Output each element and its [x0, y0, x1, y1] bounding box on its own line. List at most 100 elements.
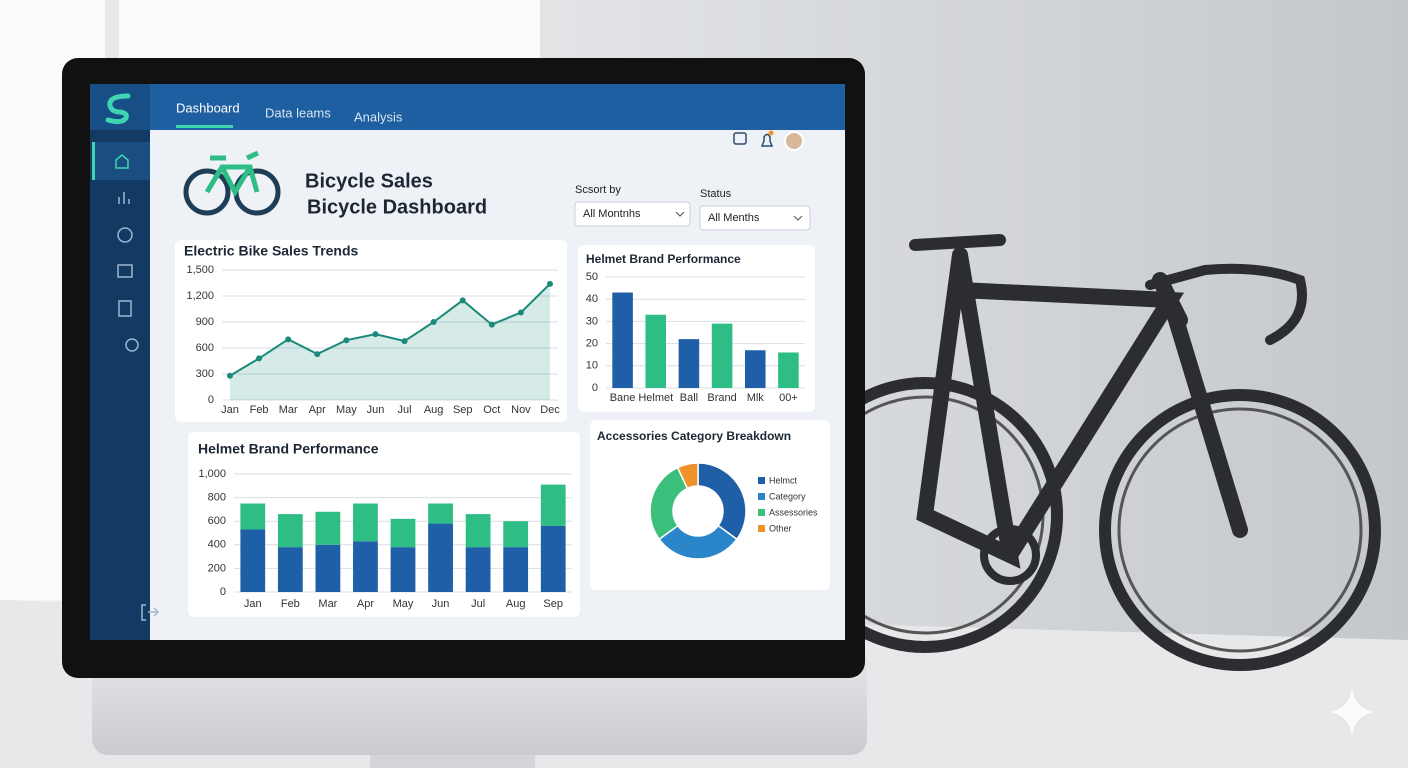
x-tick-label: Sep [543, 598, 563, 610]
legend-label: Category [769, 491, 806, 501]
dashboard-subtitle: Bicycle Dashboard [307, 196, 487, 218]
x-tick-label: Jan [244, 598, 262, 610]
bar-segment [428, 503, 453, 524]
chart-title: Helmet Brand Performance [198, 441, 379, 457]
nav-tab[interactable]: Analysis [354, 109, 403, 124]
bar-segment [503, 547, 529, 592]
chart-title: Electric Bike Sales Trends [184, 243, 359, 259]
x-tick-label: 00+ [779, 392, 798, 404]
card [175, 240, 567, 422]
dropdown-arrow [675, 211, 685, 217]
x-tick-label: Feb [281, 598, 300, 610]
bar-segment [428, 523, 453, 592]
x-tick-label: May [393, 598, 414, 610]
bar-segment [353, 503, 378, 542]
point [517, 309, 524, 316]
filter-label: Status [700, 188, 732, 200]
logout-icon[interactable] [141, 604, 160, 621]
pie-icon[interactable] [117, 227, 133, 243]
point [227, 372, 233, 379]
y-tick-label: 10 [586, 360, 598, 372]
y-tick-label: 600 [196, 342, 214, 354]
x-tick-label: Helmet [638, 392, 673, 404]
y-tick-label: 40 [586, 293, 598, 305]
y-tick-label: 800 [208, 492, 226, 504]
bar-segment [277, 514, 303, 548]
x-tick-label: Jun [367, 404, 385, 416]
avatar[interactable] [784, 131, 804, 151]
donut-slice [697, 462, 747, 541]
calendar-icon[interactable] [117, 264, 133, 278]
donut-slice [676, 462, 699, 490]
point [343, 337, 350, 344]
bar-segment [315, 511, 341, 545]
filter-value: All Menths [708, 212, 760, 224]
home-icon[interactable] [115, 154, 129, 169]
x-tick-label: Sep [453, 404, 473, 416]
top-bar [90, 84, 845, 130]
y-tick-label: 1,200 [186, 290, 214, 302]
x-tick-label: Mar [318, 598, 337, 610]
x-tick-label: Mlk [747, 392, 765, 404]
settings-icon[interactable] [125, 338, 139, 352]
notification-dot [768, 130, 774, 136]
filter-dropdown[interactable] [699, 205, 811, 231]
x-tick-label: Dec [540, 404, 560, 416]
y-tick-label: 30 [586, 315, 598, 327]
y-tick-label: 300 [196, 368, 214, 380]
x-tick-label: Nov [511, 404, 531, 416]
y-tick-label: 50 [586, 271, 598, 283]
active-nav [92, 142, 150, 180]
area [230, 283, 550, 400]
sparkle [1330, 688, 1374, 736]
x-tick-label: Feb [250, 404, 269, 416]
bell-icon[interactable] [760, 133, 774, 147]
legend-label: Other [769, 523, 792, 533]
bar [711, 323, 733, 388]
point [256, 355, 263, 362]
bar-segment [353, 541, 378, 592]
bar-segment [240, 529, 266, 592]
bar-segment [240, 503, 266, 530]
nav-tab[interactable]: Dashboard [176, 100, 240, 115]
y-tick-label: 900 [196, 316, 214, 328]
bar-segment [540, 525, 566, 592]
active-tab-indicator [176, 125, 233, 128]
filter-label: Scsort by [575, 184, 621, 196]
y-tick-label: 600 [208, 515, 226, 527]
card [590, 420, 830, 590]
filter-value: All Montnhs [583, 208, 641, 220]
bar [612, 292, 633, 388]
y-tick-label: 1,500 [186, 264, 214, 276]
bar-segment [465, 547, 491, 592]
legend-label: Helmct [769, 475, 798, 485]
x-tick-label: Apr [309, 404, 326, 416]
y-tick-label: 200 [208, 562, 226, 574]
y-tick-label: 0 [208, 394, 214, 406]
chart-title: Accessories Category Breakdown [597, 429, 791, 443]
x-tick-label: Oct [483, 404, 500, 416]
bar-segment [503, 521, 529, 548]
y-tick-label: 0 [592, 382, 598, 394]
legend-swatch [758, 493, 765, 500]
point [430, 319, 437, 325]
message-icon[interactable] [733, 132, 747, 145]
document-icon[interactable] [118, 300, 132, 317]
logo [105, 93, 131, 125]
x-tick-label: Jul [471, 598, 485, 610]
bar-segment [465, 514, 491, 548]
nav-tab[interactable]: Data leams [265, 105, 331, 120]
x-tick-label: Jun [432, 598, 450, 610]
x-tick-label: Apr [357, 598, 374, 610]
point [285, 336, 292, 343]
stats-icon[interactable] [118, 192, 130, 204]
dropdown-arrow [793, 215, 803, 221]
y-tick-label: 0 [220, 586, 226, 598]
bar-segment [315, 544, 341, 592]
legend-label: Assessories [769, 507, 818, 517]
x-tick-label: Aug [506, 598, 526, 610]
dashboard-title: Bicycle Sales [305, 170, 433, 192]
filter-dropdown[interactable] [574, 201, 691, 227]
